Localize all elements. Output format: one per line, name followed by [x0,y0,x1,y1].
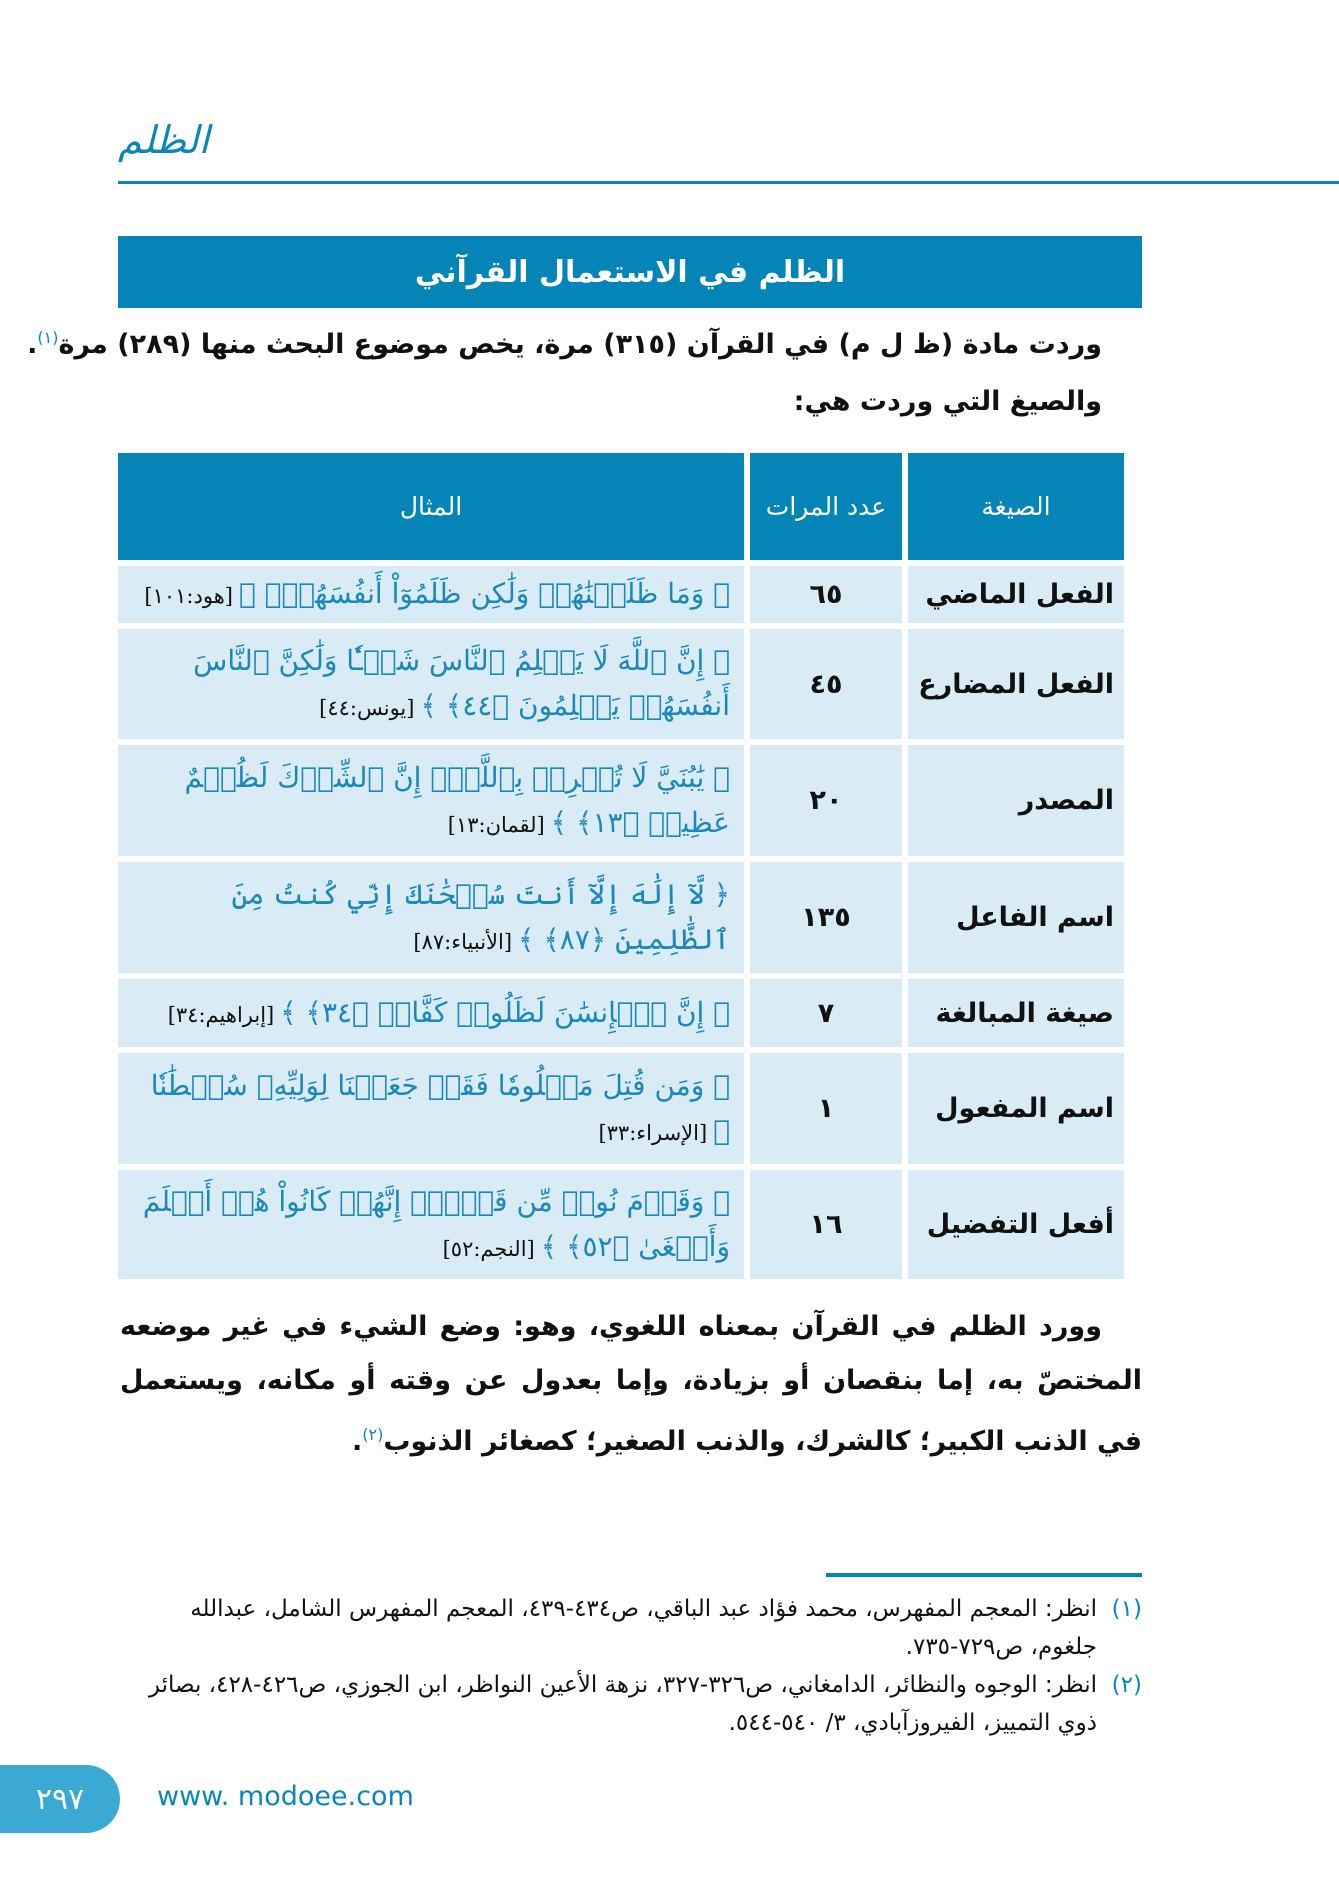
verse-reference: [الإسراء:٣٣] [598,1120,708,1145]
quran-verse: ﴿ إِنَّ ٱللَّهَ لَا يَظۡلِمُ ٱلنَّاسَ شَ… [193,644,730,722]
quran-verse: ﴿ وَقَوۡمَ نُوحٖ مِّن قَبۡلُۖ إِنَّهُمۡ … [142,1184,730,1263]
form-cell: أفعل التفضيل [908,1170,1124,1279]
count-cell: ٤٥ [750,629,902,739]
form-cell: اسم الفاعل [908,862,1124,973]
verse-reference: [هود:١٠١] [144,584,233,609]
table-row: أفعل التفضيل ١٦ ﴿ وَقَوۡمَ نُوحٖ مِّن قَ… [118,1170,1124,1279]
footnote-ref-2[interactable]: (٢) [362,1425,384,1444]
example-cell: ﴿ وَمَن قُتِلَ مَظۡلُومٗا فَقَدۡ جَعَلۡن… [118,1053,744,1164]
page-number: ٢٩٧ [0,1765,120,1833]
quran-verse: ﴿ وَمَن قُتِلَ مَظۡلُومٗا فَقَدۡ جَعَلۡن… [150,1068,730,1147]
forms-table: الصيغة عدد المرات المثال الفعل الماضي ٦٥… [112,447,1130,1285]
example-cell: ﴿ إِنَّ ٱللَّهَ لَا يَظۡلِمُ ٱلنَّاسَ شَ… [118,629,744,739]
form-cell: الفعل الماضي [908,566,1124,623]
verse-reference: [يونس:٤٤] [319,696,415,720]
table-row: المصدر ٢٠ ﴿ يَٰبُنَيَّ لَا تُشۡرِكۡ بِٱل… [118,745,1124,856]
count-cell: ٧ [750,979,902,1047]
count-cell: ٢٠ [750,745,902,856]
chapter-title: الظلم [118,118,210,162]
footnote-ref-1[interactable]: (١) [37,328,59,347]
verse-reference: [النجم:٥٢] [442,1236,535,1261]
verse-reference: [الأنبياء:٨٧] [413,929,513,954]
table-row: اسم الفاعل ١٣٥ ﴿ لَّآ إِلَٰهَ إِلَّآ أَن… [118,862,1124,973]
intro-period: . [27,329,38,360]
section-banner: الظلم في الاستعمال القرآني [118,236,1142,308]
count-cell: ١٦ [750,1170,902,1279]
footnote-text: انظر: الوجوه والنظائر، الدامغاني، ص٣٢٦-٣… [148,1672,1097,1736]
footnote-2: (٢) انظر: الوجوه والنظائر، الدامغاني، ص٣٢… [120,1666,1142,1742]
form-cell: صيغة المبالغة [908,979,1124,1047]
header-example: المثال [118,453,744,560]
footnote-separator [826,1573,1142,1577]
count-cell: ٦٥ [750,566,902,623]
example-cell: ﴿ وَمَا ظَلَمۡنَٰهُمۡ وَلَٰكِن ظَلَمُوٓا… [118,566,744,623]
form-cell: اسم المفعول [908,1053,1124,1164]
intro-line-2: والصيغ التي وردت هي: [793,386,1102,417]
paragraph-text: وورد الظلم في القرآن بمعناه اللغوي، وهو:… [120,1311,1142,1457]
count-cell: ١٣٥ [750,862,902,973]
table-row: الفعل الماضي ٦٥ ﴿ وَمَا ظَلَمۡنَٰهُمۡ وَ… [118,566,1124,623]
quran-verse: ﴿ إِنَّ ٱلۡإِنسَٰنَ لَظَلُومٞ كَفَّارٞ ﴿… [280,995,730,1029]
site-url[interactable]: www. modoee.com [157,1781,414,1812]
form-cell: المصدر [908,745,1124,856]
paragraph-period: . [352,1426,363,1457]
verse-reference: [إبراهيم:٣٤] [167,1002,275,1027]
table-row: الفعل المضارع ٤٥ ﴿ إِنَّ ٱللَّهَ لَا يَظ… [118,629,1124,739]
quran-verse: ﴿ وَمَا ظَلَمۡنَٰهُمۡ وَلَٰكِن ظَلَمُوٓا… [238,577,730,611]
header-count: عدد المرات [750,453,902,560]
example-cell: ﴿ إِنَّ ٱلۡإِنسَٰنَ لَظَلُومٞ كَفَّارٞ ﴿… [118,979,744,1047]
footnote-1: (١) انظر: المعجم المفهرس، محمد فؤاد عبد ا… [120,1590,1142,1666]
example-cell: ﴿ وَقَوۡمَ نُوحٖ مِّن قَبۡلُۖ إِنَّهُمۡ … [118,1170,744,1279]
table-header-row: الصيغة عدد المرات المثال [118,453,1124,560]
footnote-number: (٢) [1111,1672,1142,1698]
intro-text: وردت مادة (ظ ل م) في القرآن (٣١٥) مرة، ي… [58,329,1102,360]
quran-verse: ﴿ لَّآ إِلَٰهَ إِلَّآ أَنتَ سُبۡحَٰنَكَ … [231,877,730,956]
intro-line-1: وردت مادة (ظ ل م) في القرآن (٣١٥) مرة، ي… [27,328,1102,360]
body-paragraph: وورد الظلم في القرآن بمعناه اللغوي، وهو:… [120,1300,1142,1469]
table-row: صيغة المبالغة ٧ ﴿ إِنَّ ٱلۡإِنسَٰنَ لَظَ… [118,979,1124,1047]
quran-verse: ﴿ يَٰبُنَيَّ لَا تُشۡرِكۡ بِٱللَّهِۖ إِن… [184,760,730,839]
example-cell: ﴿ لَّآ إِلَٰهَ إِلَّآ أَنتَ سُبۡحَٰنَكَ … [118,862,744,973]
header-rule [118,181,1339,184]
header-form: الصيغة [908,453,1124,560]
count-cell: ١ [750,1053,902,1164]
example-cell: ﴿ يَٰبُنَيَّ لَا تُشۡرِكۡ بِٱللَّهِۖ إِن… [118,745,744,856]
form-cell: الفعل المضارع [908,629,1124,739]
footnote-text: انظر: المعجم المفهرس، محمد فؤاد عبد البا… [190,1596,1097,1660]
verse-reference: [لقمان:١٣] [447,812,545,837]
footnotes: (١) انظر: المعجم المفهرس، محمد فؤاد عبد ا… [120,1590,1142,1742]
table-row: اسم المفعول ١ ﴿ وَمَن قُتِلَ مَظۡلُومٗا … [118,1053,1124,1164]
footnote-number: (١) [1111,1596,1142,1622]
